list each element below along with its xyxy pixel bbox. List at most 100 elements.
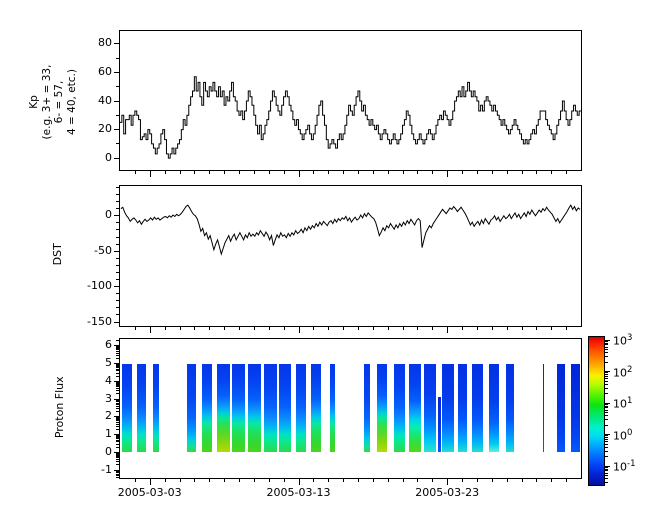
proton-flux-bar (122, 363, 132, 453)
y-minor-tick (116, 402, 119, 404)
x-minor-tick (521, 171, 523, 174)
x-minor-tick (343, 327, 345, 330)
y-minor-tick (116, 86, 119, 88)
y-minor-tick (116, 420, 119, 422)
y-minor-tick (116, 372, 119, 374)
x-minor-tick (328, 327, 330, 330)
colorbar-minor-tick (605, 482, 608, 483)
colorbar-minor-tick (605, 468, 608, 470)
x-minor-tick (253, 171, 255, 174)
colorbar-minor-tick (605, 437, 608, 439)
y-minor-tick (116, 114, 119, 116)
x-minor-tick (224, 171, 226, 174)
proton-flux-bar (137, 363, 147, 453)
x-minor-tick (164, 327, 166, 330)
x-minor-tick (134, 327, 136, 330)
proton-flux-bar (279, 363, 292, 453)
kp-axis-label-line3: 6- = 57, (53, 80, 65, 124)
x-minor-tick (283, 479, 285, 482)
proton-flux-bar (423, 363, 436, 453)
x-major-tick (149, 171, 151, 177)
y-minor-tick (116, 340, 119, 342)
colorbar-minor-tick (605, 344, 608, 346)
x-minor-tick (432, 479, 434, 482)
proton-flux-bar (201, 363, 213, 453)
y-minor-tick (116, 470, 119, 472)
x-major-tick (298, 171, 300, 177)
colorbar-minor-tick (605, 443, 608, 445)
x-minor-tick (283, 327, 285, 330)
y-minor-tick (116, 436, 119, 438)
x-major-tick (447, 479, 449, 485)
y-minor-tick (116, 279, 119, 280)
x-minor-tick (536, 479, 538, 482)
colorbar-minor-tick (605, 378, 608, 379)
x-minor-tick (179, 171, 181, 174)
x-minor-tick (551, 171, 553, 174)
x-minor-tick (134, 171, 136, 174)
y-tick-label: 80 (98, 36, 112, 50)
colorbar-minor-tick (605, 346, 608, 348)
colorbar-tick-label: 10-1 (613, 459, 636, 474)
x-minor-tick (179, 479, 181, 482)
y-major-tick (114, 100, 119, 102)
y-minor-tick (116, 229, 119, 231)
colorbar-minor-tick (605, 349, 608, 350)
colorbar-minor-tick (605, 342, 608, 344)
y-minor-tick (116, 293, 119, 295)
x-minor-tick (491, 171, 493, 174)
y-minor-tick (116, 441, 119, 443)
x-minor-tick (328, 479, 330, 482)
proton-flux-bar (472, 363, 484, 453)
colorbar-minor-tick (605, 405, 608, 407)
colorbar-tick-label: 103 (613, 333, 633, 348)
y-minor-tick (116, 388, 119, 389)
y-minor-tick (116, 383, 119, 385)
x-minor-tick (417, 171, 419, 174)
x-minor-tick (551, 327, 553, 330)
x-minor-tick (417, 479, 419, 482)
x-minor-tick (372, 327, 374, 330)
x-minor-tick (313, 327, 315, 330)
x-minor-tick (432, 327, 434, 330)
y-minor-tick (116, 384, 119, 386)
x-minor-tick (268, 327, 270, 330)
colorbar-minor-tick (605, 472, 608, 474)
y-minor-tick (116, 357, 119, 359)
y-tick-label: -150 (87, 314, 112, 328)
colorbar-minor-tick (605, 450, 608, 452)
x-minor-tick (462, 479, 463, 482)
x-minor-tick (536, 171, 538, 174)
y-minor-tick (116, 418, 119, 420)
y-minor-tick (116, 446, 119, 448)
proton-flux-bar (570, 363, 581, 453)
x-minor-tick (239, 327, 240, 330)
colorbar-minor-tick (605, 387, 608, 389)
x-minor-tick (239, 171, 240, 174)
y-minor-tick (116, 382, 119, 384)
x-minor-tick (357, 327, 359, 330)
y-minor-tick (116, 364, 119, 366)
y-tick-label: 6 (105, 338, 112, 352)
y-minor-tick (116, 186, 119, 188)
y-tick-label: 0 (105, 150, 112, 164)
colorbar-minor-tick (605, 407, 608, 409)
y-minor-tick (116, 457, 119, 459)
y-major-tick (114, 286, 119, 288)
x-tick-label: 2005-03-13 (266, 486, 331, 499)
x-minor-tick (313, 171, 315, 174)
y-minor-tick (116, 404, 119, 405)
dst-axis-label: DST (50, 243, 64, 266)
x-minor-tick (551, 479, 553, 482)
y-minor-tick (116, 453, 119, 455)
y-minor-tick (116, 386, 119, 388)
y-minor-tick (116, 271, 119, 273)
y-minor-tick (116, 472, 119, 474)
proton-flux-bar (296, 363, 307, 453)
y-minor-tick (116, 348, 119, 350)
y-minor-tick (116, 421, 119, 423)
y-minor-tick (116, 194, 119, 195)
y-major-tick (114, 71, 119, 73)
colorbar-minor-tick (605, 441, 608, 442)
